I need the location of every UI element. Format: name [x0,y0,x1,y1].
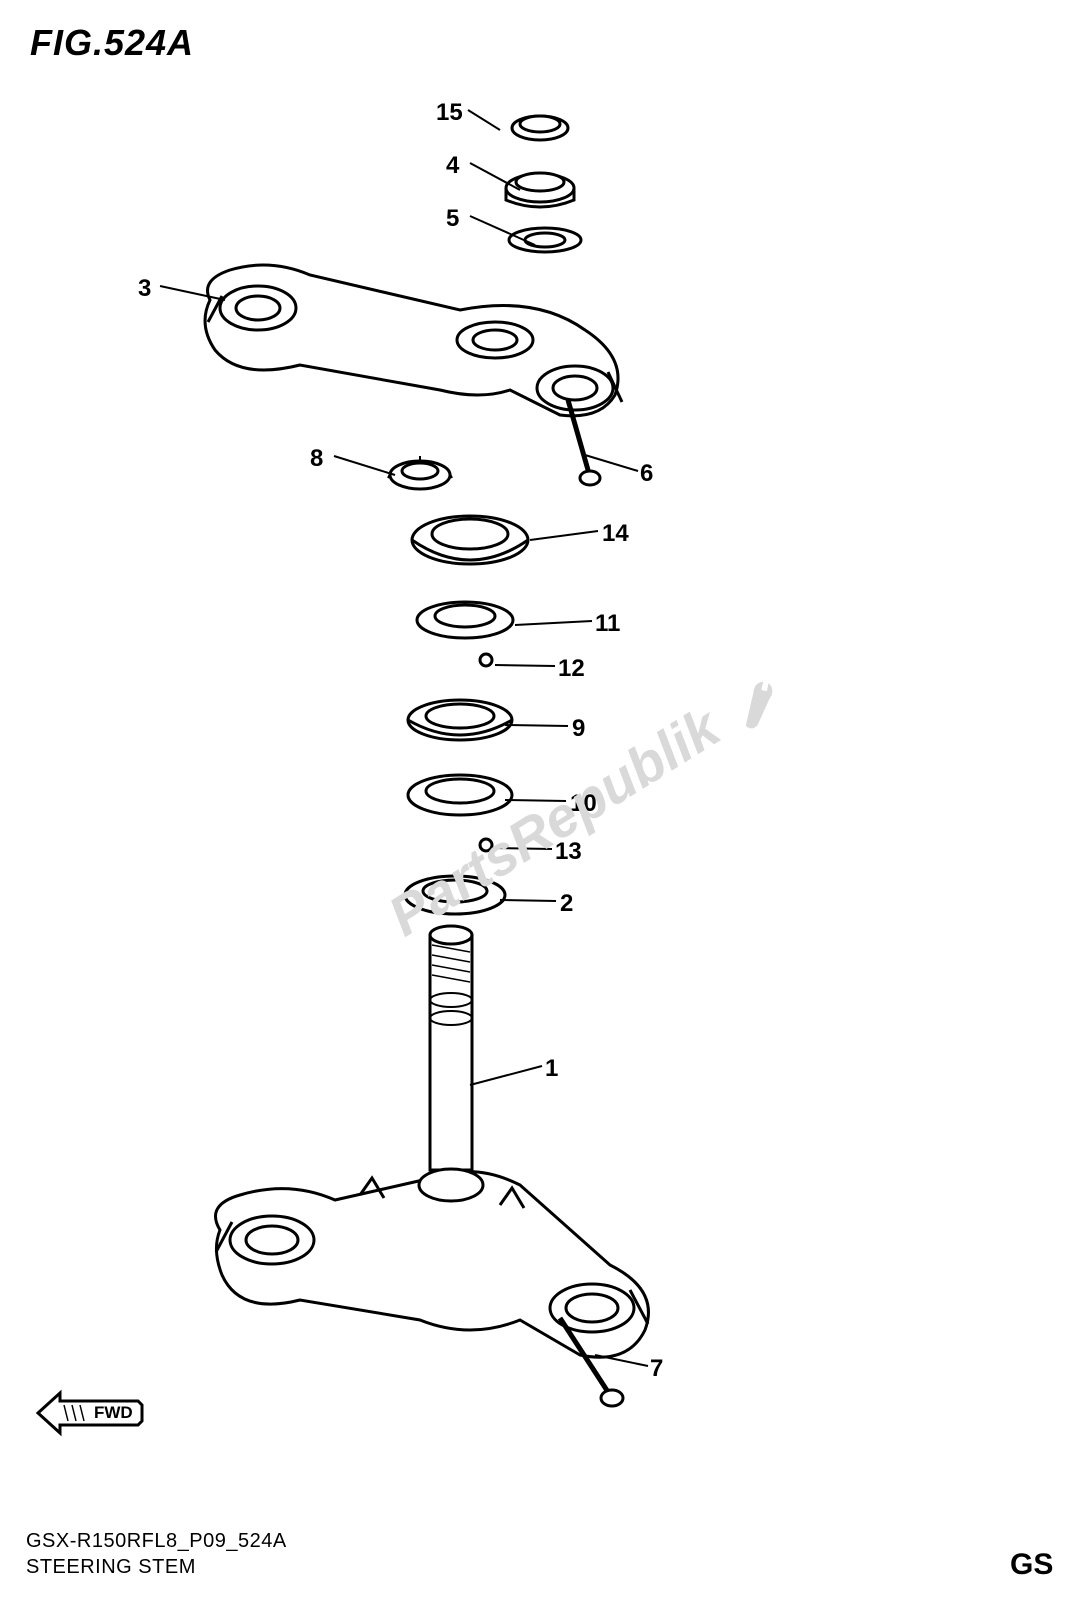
footer-model-code: GSX-R150RFL8_P09_524A [26,1530,287,1553]
callout-15: 15 [436,99,463,127]
callout-3: 3 [138,275,151,303]
callout-10: 10 [570,790,597,818]
fwd-text: FWD [94,1403,133,1422]
callout-4: 4 [446,152,459,180]
callout-5: 5 [446,205,459,233]
callout-13: 13 [555,838,582,866]
callout-6: 6 [640,460,653,488]
callout-7: 7 [650,1355,663,1383]
leader-lines-layer [0,0,1067,1600]
callout-14: 14 [602,520,629,548]
callout-1: 1 [545,1055,558,1083]
callout-8: 8 [310,445,323,473]
callout-11: 11 [595,610,620,638]
footer-part-name: STEERING STEM [26,1556,196,1579]
callout-9: 9 [572,715,585,743]
footer-gs-label: GS [1010,1548,1053,1582]
callout-12: 12 [558,655,585,683]
fwd-direction-badge: FWD [30,1385,150,1446]
callout-2: 2 [560,890,573,918]
